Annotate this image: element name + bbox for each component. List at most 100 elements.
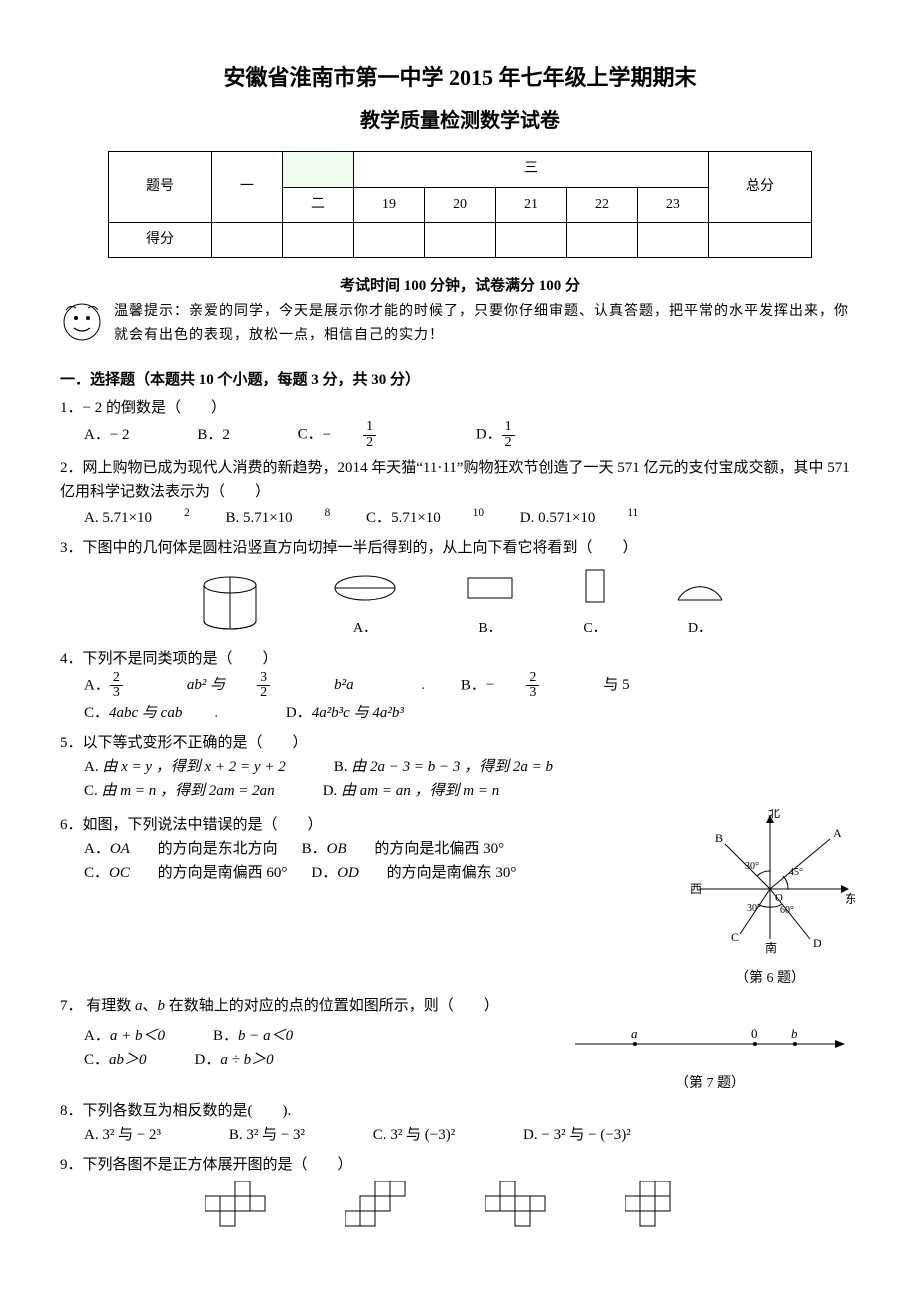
q6-choice-a: A．OA OA 的方向是东北方向的方向是东北方向 [84, 837, 278, 861]
q9-stem: 下列各图不是正方体展开图的是（ ） [83, 1157, 353, 1173]
score-cell [283, 222, 354, 257]
svg-text:北: 北 [768, 809, 780, 820]
q5-choice-d: D. 由 am = an ，得到 m = n [323, 779, 524, 803]
q9-option-a-fig [205, 1181, 295, 1241]
svg-text:45°: 45° [789, 867, 803, 878]
score-cell [566, 222, 637, 257]
sub-col-21: 21 [495, 187, 566, 222]
q2: 2．网上购物已成为现代人消费的新趋势，2014 年天猫“11·11”购物狂欢节创… [60, 456, 860, 530]
q1-choice-d: D．12 [476, 420, 579, 450]
q7-choice-a: A．a + b＜0 [84, 1024, 189, 1048]
q9-option-b-fig [345, 1181, 435, 1241]
svg-text:b: b [791, 1026, 798, 1041]
score-cell [424, 222, 495, 257]
q6-choice-c: C．OC 的方向是南偏西 60° [84, 861, 287, 885]
score-table: 题号 一 三 总分 二 19 20 21 22 23 得分 [108, 151, 812, 258]
q3-option-a-fig: A． [330, 570, 400, 640]
title-line-1: 安徽省淮南市第一中学 2015 年七年级上学期期末 [60, 60, 860, 95]
q2-stem: 网上购物已成为现代人消费的新趋势，2014 年天猫“11·11”购物狂欢节创造了… [60, 460, 850, 500]
col-head-blank [283, 152, 354, 187]
exam-info: 考试时间 100 分钟，试卷满分 100 分 [60, 274, 860, 298]
q6-choice-b: B．OB 的方向是北偏西 30° [302, 837, 505, 861]
q9-option-c-fig [485, 1181, 575, 1241]
svg-text:西: 西 [690, 882, 702, 896]
q3-option-d-fig: D． [670, 570, 730, 640]
q7-choice-d: D．a ÷ b＞0 [195, 1048, 298, 1072]
q7-figure: a 0 b （第 7 题） [560, 1024, 860, 1095]
section-1-head: 一．选择题（本题共 10 个小题，每题 3 分，共 30 分） [60, 368, 860, 392]
q8-choice-d: D. − 3² 与 − (−3)² [523, 1123, 663, 1147]
sub-col-19: 19 [354, 187, 425, 222]
svg-text:C: C [731, 930, 739, 944]
col-head-3: 三 [354, 152, 709, 187]
q3-option-b-fig: B． [460, 570, 520, 640]
q3-stem: 下图中的几何体是圆柱沿竖直方向切掉一半后得到的，从上向下看它将看到（ ） [83, 540, 638, 556]
svg-text:a: a [631, 1026, 638, 1041]
q9: 9．下列各图不是正方体展开图的是（ ） [60, 1153, 860, 1241]
q2-choice-d: D. 0.571×1011 [520, 504, 638, 530]
q8-choice-b: B. 3² 与 − 3² [229, 1123, 337, 1147]
q4-choice-c: C．4abc 与 cab. [84, 701, 250, 725]
score-cell [495, 222, 566, 257]
q3-iso-figure [190, 573, 270, 641]
q3: 3．下图中的几何体是圆柱沿竖直方向切掉一半后得到的，从上向下看它将看到（ ） A… [60, 536, 860, 640]
q7: 7． 有理数 a、b 在数轴上的对应的点的位置如图所示，则（ ） [60, 994, 860, 1018]
q8-choice-c: C. 3² 与 (−3)² [373, 1123, 487, 1147]
q1-choice-a: A．− 2 [84, 423, 162, 447]
title-line-2: 教学质量检测数学试卷 [60, 105, 860, 137]
q6-choice-d: D．OD 的方向是南偏东 30° [311, 861, 516, 885]
q7-choice-c: C．ab＞0 [84, 1048, 171, 1072]
q6-caption: （第 6 题） [680, 968, 860, 990]
sub-col-20: 20 [424, 187, 495, 222]
q5: 5．以下等式变形不正确的是（ ） A. 由 x = y ，得到 x + 2 = … [60, 731, 860, 803]
q4-choice-d: D．4a²b³c 与 4a²b³ [286, 701, 436, 725]
q2-choice-b: B. 5.71×108 [225, 504, 330, 530]
q1-choice-b: B．2 [197, 423, 262, 447]
svg-text:30°: 30° [745, 861, 759, 872]
q1-stem: − 2 的倒数是（ ） [83, 400, 226, 416]
col-head-1: 一 [212, 152, 283, 223]
q3-option-c-fig: C． [580, 566, 610, 640]
q4-choice-a: A．23ab² 与32b²a [84, 671, 386, 701]
q5-choice-c: C. 由 m = n ，得到 2am = 2an [84, 779, 299, 803]
score-cell [637, 222, 708, 257]
q9-option-d-fig [625, 1181, 715, 1241]
row-score-label: 得分 [109, 222, 212, 257]
q6: 6．如图，下列说法中错误的是（ ） A．OA OA 的方向是东北方向的方向是东北… [60, 813, 680, 885]
q2-choice-a: A. 5.71×102 [84, 504, 190, 530]
score-cell [212, 222, 283, 257]
svg-text:A: A [833, 826, 842, 840]
q1: 1．− 2 的倒数是（ ） A．− 2 B．2 C．−12 D．12 [60, 396, 860, 450]
sub-col-22: 22 [566, 187, 637, 222]
q4: 4．下列不是同类项的是（ ） A．23ab² 与32b²a . B．−23 与 … [60, 647, 860, 725]
svg-text:东: 东 [845, 892, 855, 906]
hint-text: 温馨提示：亲爱的同学，今天是展示你才能的时候了，只要你仔细审题、认真答题，把平常… [114, 300, 860, 348]
svg-text:60°: 60° [780, 905, 794, 916]
q6-figure: 北 南 西 东 A B C D O 30° 45° 30° 60° （第 6 题… [680, 809, 860, 990]
q1-choice-c: C．−12 [298, 420, 440, 450]
svg-text:D: D [813, 936, 822, 950]
q4-stem: 下列不是同类项的是（ ） [83, 651, 278, 667]
mascot-icon [60, 300, 104, 344]
q6-stem: 如图，下列说法中错误的是（ ） [83, 817, 323, 833]
sub-col-23: 23 [637, 187, 708, 222]
q7-stem: 有理数 a、b 在数轴上的对应的点的位置如图所示，则（ ） [86, 998, 499, 1014]
col-head-num: 题号 [109, 152, 212, 223]
q5-choice-b: B. 由 2a − 3 = b − 3 ，得到 2a = b [334, 755, 577, 779]
svg-text:0: 0 [751, 1026, 758, 1041]
q8: 8．下列各数互为相反数的是( ). A. 3² 与 − 2³ B. 3² 与 −… [60, 1099, 860, 1147]
sub-col-2: 二 [283, 187, 354, 222]
q8-stem: 下列各数互为相反数的是( ). [83, 1103, 292, 1119]
q7-caption: （第 7 题） [560, 1073, 860, 1095]
q8-choice-a: A. 3² 与 − 2³ [84, 1123, 193, 1147]
q5-choice-a: A. 由 x = y ，得到 x + 2 = y + 2 [84, 755, 310, 779]
q2-choice-c: C．5.71×1010 [366, 504, 484, 530]
score-cell [354, 222, 425, 257]
q7-choice-b: B．b − a＜0 [213, 1024, 317, 1048]
q5-stem: 以下等式变形不正确的是（ ） [83, 735, 308, 751]
col-head-total: 总分 [708, 152, 811, 223]
q4-choice-b: B．−23 与 5 [461, 671, 662, 701]
svg-text:O: O [775, 892, 783, 904]
svg-text:30°: 30° [747, 903, 761, 914]
svg-text:南: 南 [765, 940, 777, 955]
